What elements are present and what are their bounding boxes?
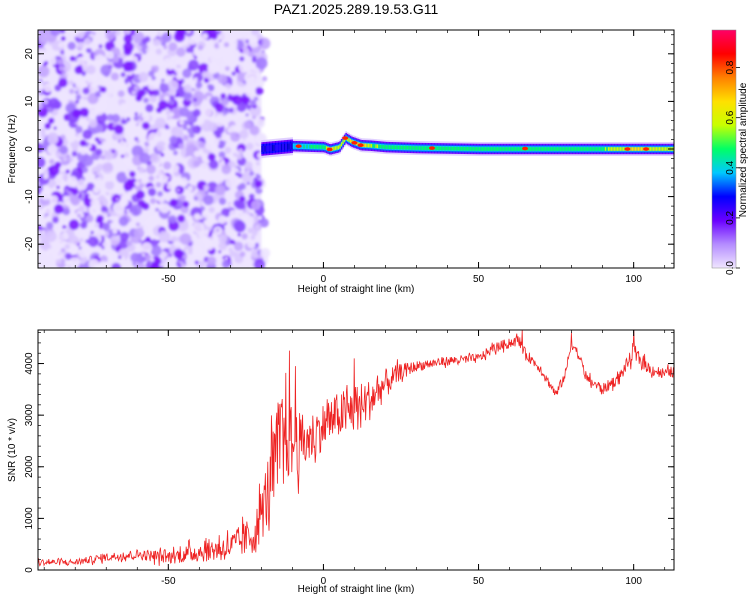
track-peak [326,147,333,152]
y-tick-label: 2000 [24,455,35,478]
snr-plot-area [38,330,674,567]
x-tick-label: 50 [473,576,485,587]
snr-y-label: SNR (10 * v/v) [7,418,18,482]
x-tick-label: -50 [161,274,176,285]
colorbar-tick-label: 0.8 [725,60,736,74]
y-tick-label: 20 [24,48,35,60]
snr-line [38,330,674,567]
spectrogram-x-label: Height of straight line (km) [298,284,415,295]
x-tick-label: 100 [625,274,642,285]
colorbar-ticks: 0.0 0.2 0.4 0.6 0.8 [725,60,740,275]
y-tick-label: -20 [24,237,35,252]
track-peak [342,136,349,140]
colorbar-tick-label: 0.4 [725,160,736,174]
colorbar-tick-label: 0.6 [725,110,736,124]
x-tick-label: 0 [321,576,327,587]
track-peak [295,144,302,148]
colorbar-gradient [712,30,736,268]
track-peak [351,141,358,145]
chart-title: PAZ1.2025.289.19.53.G11 [274,1,439,17]
y-tick-label: -10 [24,189,35,204]
x-tick-label: -50 [161,576,176,587]
signal-track [261,131,674,158]
spectrogram-y-label: Frequency (Hz) [7,115,18,184]
colorbar-tick-label: 0.2 [725,211,736,225]
track-peak [643,147,650,151]
spectrogram-ticks: -50 0 50 100 -20 -10 0 10 20 [24,30,674,285]
snr-x-label: Height of straight line (km) [298,584,415,595]
colorbar-tick-label: 0.0 [725,261,736,275]
y-tick-label: 0 [24,567,35,573]
y-tick-label: 10 [24,95,35,107]
snr-frame [37,329,675,571]
noise-region [38,30,271,268]
spectrogram-panel: -50 0 50 100 -20 -10 0 10 20 Height of straight … [7,29,675,295]
spectrogram-image [38,30,674,268]
track-peak [429,146,436,150]
track-peak [624,147,631,151]
x-tick-label: 50 [473,274,485,285]
y-tick-label: 0 [24,146,35,152]
track-peak [357,143,364,147]
y-tick-label: 1000 [24,507,35,530]
y-tick-label: 3000 [24,404,35,427]
x-tick-label: 0 [321,274,327,285]
colorbar-frame [711,29,737,269]
x-tick-label: 100 [625,576,642,587]
y-tick-label: 4000 [24,352,35,375]
colorbar-label: Normalized spectral amplitude [738,82,749,217]
track-peak [522,146,529,151]
colorbar: 0.0 0.2 0.4 0.6 0.8 Normalized spectral ampl… [711,29,749,275]
